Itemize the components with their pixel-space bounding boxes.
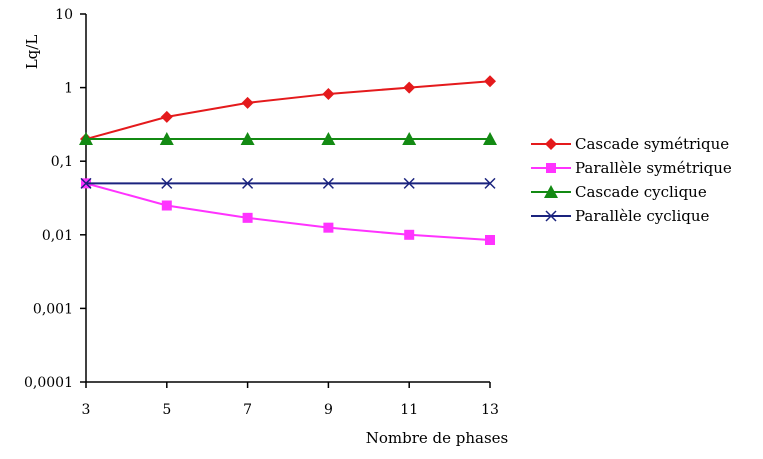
y-tick-label: 0,1 (51, 154, 73, 170)
data-point (242, 212, 253, 223)
y-tick-label: 1 (64, 81, 73, 97)
y-tick-label: 0,001 (33, 301, 73, 317)
x-tick-label: 7 (243, 402, 252, 418)
data-point (483, 132, 497, 146)
data-point (161, 177, 173, 189)
legend-marker (545, 210, 557, 222)
y-tick-label: 10 (55, 7, 73, 23)
data-point (404, 229, 415, 240)
x-tick-label: 3 (82, 402, 91, 418)
data-point (242, 177, 254, 189)
legend-marker (544, 185, 558, 198)
legend-label: Cascade symétrique (575, 135, 729, 153)
data-point (403, 81, 416, 94)
y-tick-label: 0,01 (42, 228, 73, 244)
plot-area (79, 75, 497, 245)
data-point (160, 110, 173, 123)
series-line (85, 182, 491, 241)
data-point (403, 177, 415, 189)
series-line (85, 80, 491, 141)
data-point (322, 87, 335, 100)
x-axis-label: Nombre de phases (366, 429, 509, 447)
data-point (323, 222, 334, 233)
data-point (484, 177, 496, 189)
legend: Cascade symétrique Parallèle symétrique Ca… (531, 135, 732, 225)
legend-label: Parallèle cyclique (575, 207, 710, 225)
x-ticks: 3 5 7 9 11 13 (82, 382, 499, 418)
legend-marker (545, 138, 557, 150)
x-tick-label: 11 (400, 402, 418, 418)
y-tick-label: 0,0001 (24, 375, 73, 391)
legend-label: Cascade cyclique (575, 183, 707, 201)
y-axis-label: Lq/L (23, 35, 41, 70)
data-point (240, 132, 255, 146)
y-ticks: 0,0001 0,001 0,01 0,1 1 10 (24, 7, 86, 391)
data-point (161, 200, 172, 211)
data-point (321, 132, 336, 146)
x-tick-label: 5 (162, 402, 171, 418)
data-point (485, 234, 495, 245)
x-tick-label: 9 (324, 402, 333, 418)
data-point (159, 132, 174, 146)
legend-label: Parallèle symétrique (575, 159, 732, 177)
data-point (241, 96, 254, 109)
x-tick-label: 13 (481, 402, 499, 418)
data-point (402, 132, 417, 146)
legend-marker (546, 163, 556, 173)
data-point (484, 75, 496, 88)
data-point (79, 132, 93, 146)
data-point (80, 177, 92, 189)
data-point (322, 177, 334, 189)
